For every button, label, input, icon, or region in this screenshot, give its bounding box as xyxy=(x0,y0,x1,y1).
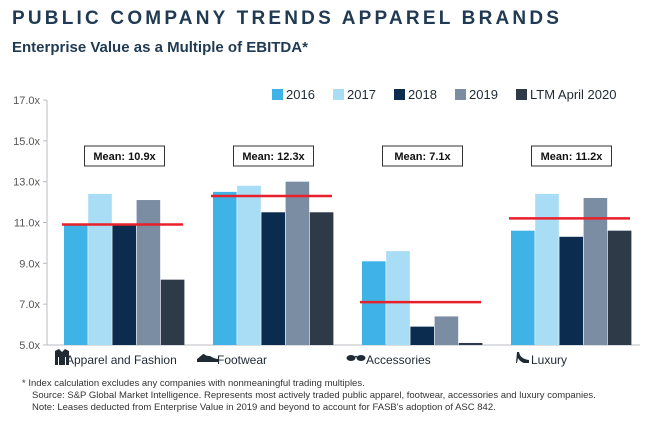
y-tick-label: 5.0x xyxy=(19,340,40,352)
bar-ltm-april-2020 xyxy=(160,279,185,345)
y-tick-label: 15.0x xyxy=(13,136,40,148)
chart-subtitle: Enterprise Value as a Multiple of EBITDA… xyxy=(12,39,308,56)
bar-ltm-april-2020 xyxy=(458,342,483,345)
y-tick-label: 9.0x xyxy=(19,258,40,270)
bar-2018 xyxy=(112,224,136,345)
y-tick-label: 11.0x xyxy=(14,218,41,230)
mean-label-box xyxy=(84,145,165,167)
mean-label: Mean: 11.2x xyxy=(541,151,604,163)
bar-2017 xyxy=(535,193,559,345)
bar-2017 xyxy=(386,251,410,345)
legend-swatch xyxy=(455,89,466,100)
legend-label: LTM April 2020 xyxy=(530,87,616,102)
category-label: Luxury xyxy=(531,353,567,367)
category-label: Apparel and Fashion xyxy=(66,353,177,367)
mean-label-box xyxy=(233,145,314,167)
bar-2018 xyxy=(559,236,583,345)
footnote-note: Note: Leases deducted from Enterprise Va… xyxy=(32,402,496,413)
heel-icon xyxy=(516,352,529,363)
bar-2019 xyxy=(285,181,310,345)
mean-label: Mean: 10.9x xyxy=(93,151,156,163)
bar-ltm-april-2020 xyxy=(309,212,334,345)
footnote-source: Source: S&P Global Market Intelligence. … xyxy=(32,390,596,401)
bar-2019 xyxy=(583,198,608,345)
bar-2016 xyxy=(511,230,535,345)
legend-label: 2016 xyxy=(286,87,315,102)
category-label: Accessories xyxy=(366,353,431,367)
bar-chart: 5.0x 7.0x 9.0x 11.0x 13.0x 15.0x 17.0x Mean: 10… xyxy=(13,87,640,367)
legend-swatch xyxy=(394,89,405,100)
y-tick-label: 17.0x xyxy=(13,95,40,107)
bar-2017 xyxy=(88,193,112,345)
bar-2016 xyxy=(64,224,88,345)
mean-label-box xyxy=(531,145,612,167)
footnotes: * Index calculation excludes any compani… xyxy=(22,378,596,414)
legend-label: 2017 xyxy=(347,87,376,102)
sunglasses-icon xyxy=(346,355,366,361)
legend-swatch xyxy=(333,89,344,100)
bar-ltm-april-2020 xyxy=(607,230,632,345)
bar-2019 xyxy=(136,200,161,345)
legend-label: 2019 xyxy=(469,87,498,102)
mean-label: Mean: 7.1x xyxy=(394,151,451,163)
shoe-icon xyxy=(197,354,219,362)
page-title: PUBLIC COMPANY TRENDS APPAREL BRANDS xyxy=(12,8,563,29)
footnote-exclusions: * Index calculation excludes any compani… xyxy=(22,378,365,389)
category-label: Footwear xyxy=(217,353,267,367)
mean-label: Mean: 12.3x xyxy=(242,151,305,163)
mean-label-box xyxy=(382,145,463,167)
legend-swatch xyxy=(516,89,527,100)
y-tick-label: 13.0x xyxy=(13,177,40,189)
y-tick-label: 7.0x xyxy=(19,299,40,311)
bar-2018 xyxy=(410,326,434,345)
bar-2017 xyxy=(237,185,261,345)
legend-label: 2018 xyxy=(408,87,437,102)
bar-2016 xyxy=(213,191,237,345)
jacket-icon xyxy=(55,349,69,365)
legend-swatch xyxy=(272,89,283,100)
bar-2018 xyxy=(261,212,285,345)
bar-2019 xyxy=(434,316,459,345)
